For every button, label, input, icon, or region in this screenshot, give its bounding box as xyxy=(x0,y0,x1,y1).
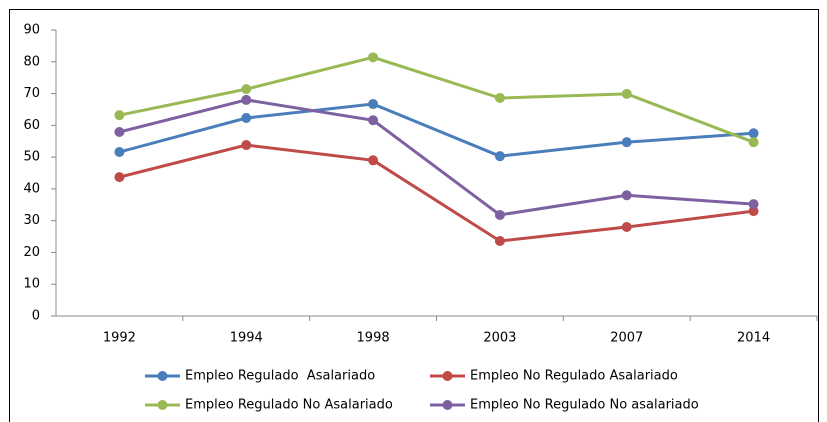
series-line xyxy=(119,55,755,144)
point xyxy=(748,199,759,210)
y-tick-label: 60 xyxy=(23,118,40,133)
point xyxy=(368,115,379,126)
y-tick-label: 10 xyxy=(23,277,40,292)
point xyxy=(114,172,125,183)
series-line xyxy=(119,98,754,217)
point xyxy=(368,155,379,166)
legend-marker xyxy=(442,371,453,381)
series-line xyxy=(119,102,754,158)
y-tick-label: 80 xyxy=(23,54,40,69)
frame xyxy=(9,9,819,422)
point xyxy=(621,137,632,148)
legend-marker xyxy=(157,400,168,410)
point xyxy=(621,88,632,99)
point xyxy=(241,84,252,95)
point xyxy=(621,222,632,233)
y-tick-label: 30 xyxy=(23,213,40,228)
y-tick-label: 40 xyxy=(23,181,40,196)
legend-marker xyxy=(442,400,453,410)
y-tick-label: 0 xyxy=(32,309,40,324)
point xyxy=(621,190,632,201)
point xyxy=(748,128,759,139)
point xyxy=(114,147,125,158)
point xyxy=(114,110,125,121)
legend-marker xyxy=(157,371,168,381)
point xyxy=(494,209,505,220)
point xyxy=(241,94,252,105)
point xyxy=(494,93,505,104)
point xyxy=(748,137,759,148)
x-tick-label: 1998 xyxy=(357,331,390,346)
point xyxy=(748,206,759,217)
y-tick-label: 90 xyxy=(23,23,40,38)
legend-label: Empleo No Regulado Asalariado xyxy=(470,369,678,384)
x-tick-label: 1994 xyxy=(230,331,263,346)
point xyxy=(368,99,379,110)
point xyxy=(114,127,125,138)
point xyxy=(494,151,505,162)
y-tick-label: 50 xyxy=(23,150,40,165)
point xyxy=(368,52,379,63)
point xyxy=(494,236,505,247)
y-tick-label: 20 xyxy=(23,245,40,260)
x-tick-label: 2007 xyxy=(610,331,643,346)
legend-label: Empleo Regulado Asalariado xyxy=(185,369,375,384)
x-tick-label: 1992 xyxy=(103,331,136,346)
legend-label: Empleo No Regulado No asalariado xyxy=(470,398,699,413)
x-tick-label: 2014 xyxy=(737,331,770,346)
point xyxy=(241,113,252,124)
series-line xyxy=(119,143,754,243)
legend-label: Empleo Regulado No Asalariado xyxy=(185,398,393,413)
x-tick-label: 2003 xyxy=(483,331,516,346)
y-tick-label: 70 xyxy=(23,86,40,101)
point xyxy=(241,140,252,151)
